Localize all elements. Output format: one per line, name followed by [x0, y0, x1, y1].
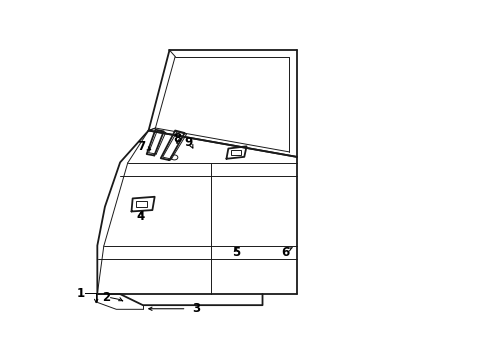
Text: 2: 2 [102, 291, 110, 304]
Text: 3: 3 [192, 302, 200, 315]
Text: 7: 7 [137, 140, 145, 153]
Bar [136, 201, 147, 207]
Text: 4: 4 [136, 210, 145, 223]
Text: 9: 9 [184, 136, 193, 149]
Text: 5: 5 [232, 246, 240, 259]
Text: 6: 6 [281, 246, 290, 259]
Bar [231, 150, 241, 155]
Text: 8: 8 [173, 131, 181, 144]
Text: 1: 1 [77, 287, 85, 300]
